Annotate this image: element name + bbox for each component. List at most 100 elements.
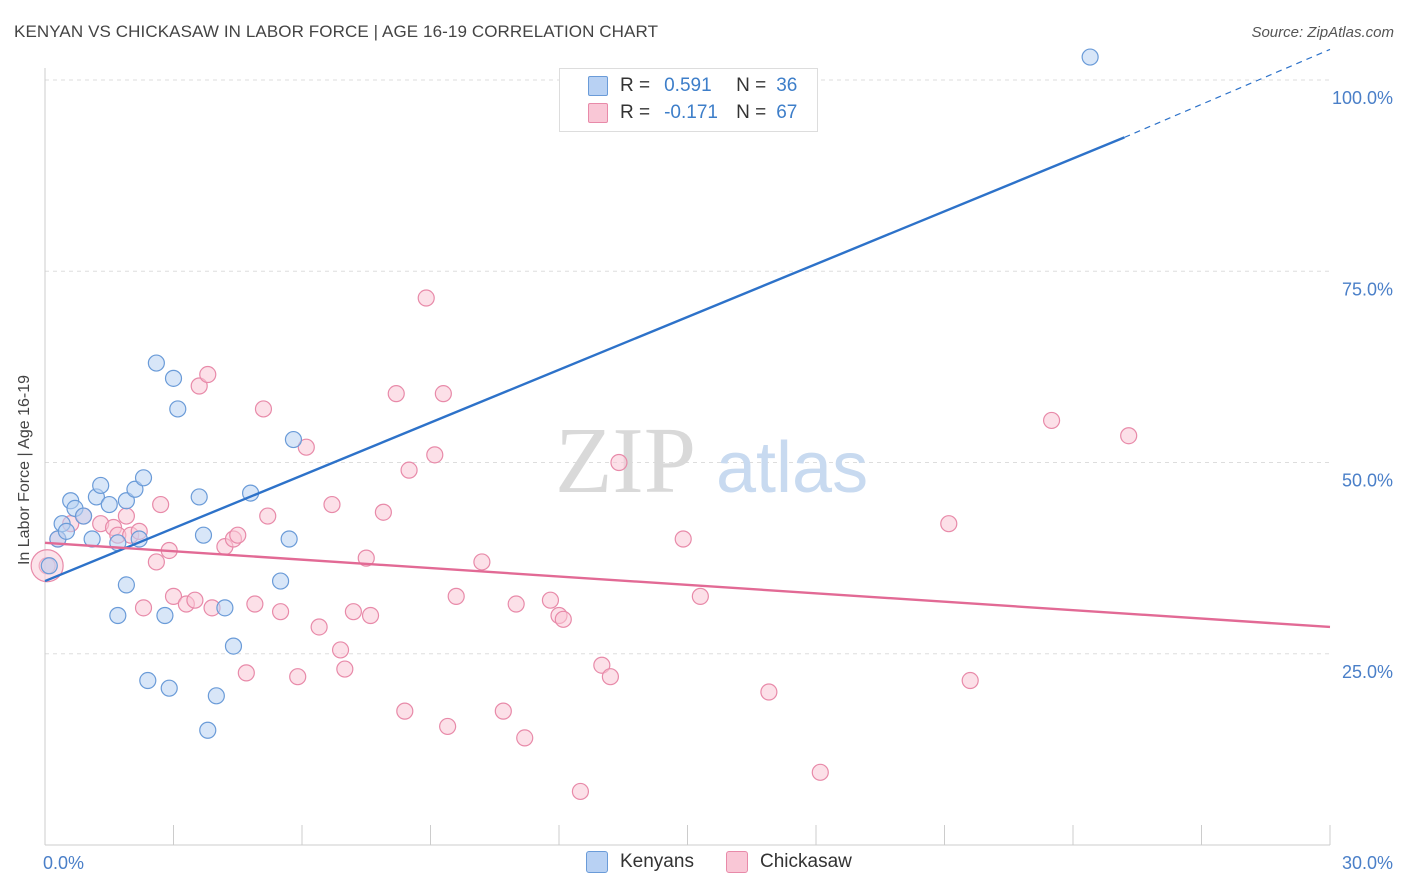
chickasaw-point bbox=[323, 495, 341, 514]
correlation-legend: R = 0.591 N = 36 R = -0.171 N = 67 bbox=[559, 68, 818, 132]
chickasaw-point bbox=[387, 385, 405, 403]
chickasaw-point bbox=[310, 618, 328, 636]
kenyans-point bbox=[109, 606, 127, 625]
kenyans-point bbox=[169, 400, 187, 418]
chickasaw-point bbox=[1042, 411, 1061, 430]
chickasaw-point bbox=[940, 515, 958, 533]
chickasaw-point bbox=[336, 660, 354, 678]
chickasaw-point bbox=[541, 591, 560, 609]
axis-layer bbox=[44, 68, 1331, 846]
chickasaw-point bbox=[1120, 427, 1138, 445]
chickasaw-point bbox=[361, 606, 380, 625]
kenyans-trend-extension bbox=[1124, 48, 1331, 138]
chickasaw-legend-swatch bbox=[726, 851, 748, 873]
chickasaw-point bbox=[190, 377, 208, 395]
kenyans-point bbox=[284, 430, 303, 449]
kenyans-legend-swatch bbox=[586, 851, 608, 873]
kenyans-trend-line bbox=[44, 136, 1125, 583]
chickasaw-point bbox=[674, 530, 692, 548]
watermark: ZIP atlas bbox=[555, 409, 868, 513]
x-tick-label: 0.0% bbox=[43, 853, 84, 873]
legend-r-label: R = bbox=[620, 75, 651, 96]
chickasaw-point bbox=[400, 461, 418, 479]
kenyans-point bbox=[1081, 48, 1099, 66]
y-tick-label: 50.0% bbox=[1342, 471, 1393, 491]
legend-n-value-kenyans: 36 bbox=[776, 75, 798, 96]
chickasaw-point bbox=[434, 385, 452, 403]
chickasaw-point bbox=[691, 587, 709, 605]
kenyans-legend-label: Kenyans bbox=[620, 851, 694, 872]
watermark-atlas: atlas bbox=[716, 428, 868, 508]
kenyans-point bbox=[134, 469, 153, 487]
chickasaw-point bbox=[417, 289, 435, 307]
legend-row-chickasaw: R = -0.171 N = 67 bbox=[588, 101, 797, 125]
kenyans-point bbox=[164, 369, 183, 387]
chickasaw-point bbox=[554, 610, 572, 628]
chickasaw-point bbox=[117, 507, 135, 525]
chickasaw-point bbox=[396, 702, 414, 720]
chickasaw-point bbox=[297, 438, 315, 456]
y-axis-label: In Labor Force | Age 16-19 bbox=[16, 374, 33, 566]
chickasaw-point bbox=[186, 591, 204, 609]
kenyans-point bbox=[216, 599, 234, 617]
kenyans-point bbox=[126, 480, 144, 498]
legend-r-value-chickasaw: -0.171 bbox=[664, 102, 718, 123]
chickasaw-legend-label: Chickasaw bbox=[760, 851, 852, 872]
kenyans-point bbox=[160, 679, 178, 697]
legend-row-kenyans: R = 0.591 N = 36 bbox=[588, 74, 797, 98]
chickasaw-point bbox=[811, 763, 829, 781]
source-credit: Source: ZipAtlas.com bbox=[1251, 24, 1394, 41]
kenyans-point bbox=[194, 526, 213, 544]
chickasaw-point bbox=[516, 729, 534, 747]
chickasaw-point bbox=[494, 702, 512, 720]
kenyans-point bbox=[117, 492, 135, 510]
y-tick-label: 100.0% bbox=[1332, 88, 1393, 108]
kenyans-point bbox=[207, 687, 225, 705]
kenyans-point bbox=[139, 671, 157, 690]
kenyans-point bbox=[280, 530, 298, 548]
chickasaw-point bbox=[374, 503, 392, 521]
kenyans-point bbox=[224, 637, 243, 655]
chickasaw-point bbox=[331, 641, 350, 659]
kenyans-point bbox=[57, 522, 76, 540]
chickasaw-point bbox=[601, 668, 620, 686]
kenyans-swatch bbox=[588, 76, 608, 96]
kenyans-point bbox=[156, 606, 174, 625]
chickasaw-point bbox=[229, 526, 247, 544]
chickasaw-point bbox=[289, 668, 307, 686]
chickasaw-points bbox=[30, 289, 1138, 801]
kenyans-point bbox=[40, 557, 58, 575]
kenyans-point bbox=[117, 576, 135, 594]
chickasaw-point bbox=[426, 446, 444, 464]
legend-n-label: N = bbox=[736, 102, 767, 123]
chickasaw-point bbox=[246, 595, 264, 613]
chickasaw-point bbox=[259, 507, 277, 525]
legend-r-label: R = bbox=[620, 102, 651, 123]
chickasaw-point bbox=[571, 782, 590, 801]
legend-n-label: N = bbox=[736, 75, 767, 96]
kenyans-point bbox=[74, 507, 93, 525]
kenyans-point bbox=[147, 354, 165, 372]
chickasaw-point bbox=[152, 495, 170, 514]
chickasaw-point bbox=[254, 400, 273, 418]
grid-layer bbox=[45, 79, 1330, 655]
chickasaw-point bbox=[147, 553, 165, 571]
chickasaw-point bbox=[134, 599, 153, 617]
legend-n-value-chickasaw: 67 bbox=[776, 102, 798, 123]
chickasaw-point bbox=[961, 671, 979, 690]
chickasaw-point bbox=[199, 365, 217, 384]
trend-layer bbox=[44, 48, 1331, 629]
series-legend-kenyans: Kenyans bbox=[586, 851, 694, 873]
tick-labels: 25.0% 50.0% 75.0% 100.0% 0.0% 30.0% bbox=[43, 88, 1393, 873]
chickasaw-point bbox=[610, 453, 628, 472]
chickasaw-point bbox=[760, 683, 778, 701]
kenyans-point bbox=[199, 721, 217, 739]
series-legend: Kenyans Chickasaw bbox=[0, 851, 1406, 877]
chickasaw-point bbox=[447, 587, 465, 605]
y-tick-label: 75.0% bbox=[1342, 279, 1393, 299]
chickasaw-point bbox=[164, 587, 183, 605]
chickasaw-point bbox=[344, 603, 362, 621]
kenyans-point bbox=[271, 572, 290, 590]
kenyans-points bbox=[40, 48, 1099, 739]
chickasaw-point bbox=[507, 595, 525, 613]
